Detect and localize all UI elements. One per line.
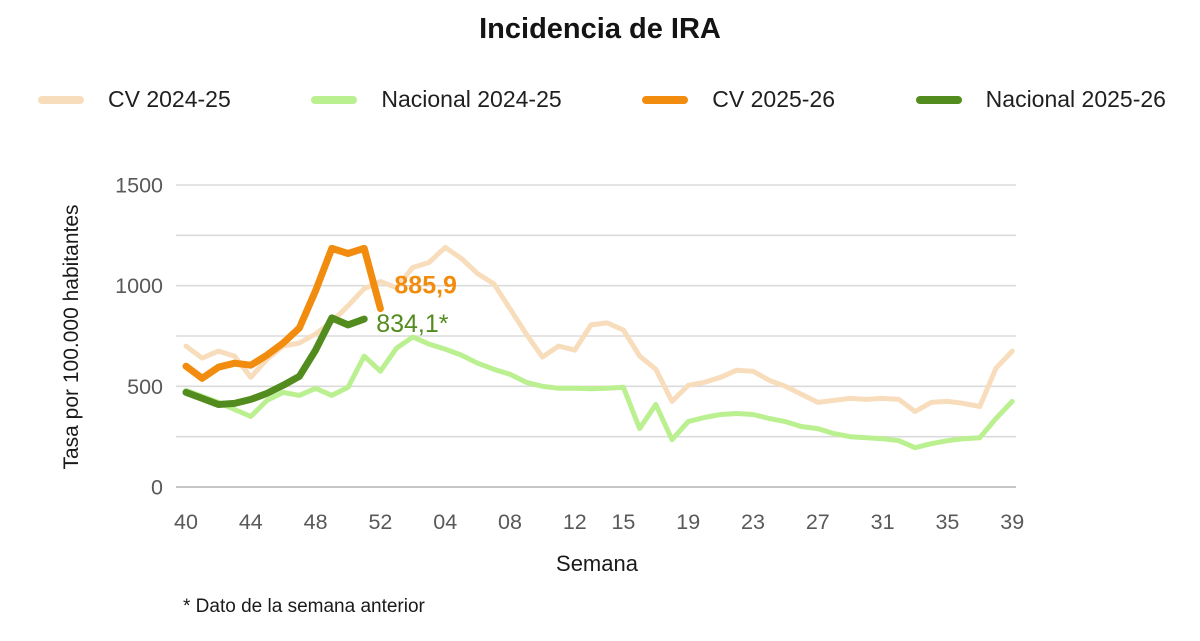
legend-label: CV 2024-25 [108,86,231,112]
x-tick-label: 31 [871,510,895,534]
legend-swatch-nacional-2025-26 [915,95,962,104]
series-line-cv-2025-26 [182,244,384,382]
legend: CV 2024-25 Nacional 2024-25 CV 2025-26 N… [38,86,1166,113]
x-tick-label: 39 [1000,510,1024,534]
x-tick-label: 12 [563,510,587,534]
x-tick-label: 52 [368,510,392,534]
y-tick-label: 1500 [115,174,163,198]
series-line-nacional-2025-26 [182,314,368,408]
x-tick-label: 48 [304,510,328,534]
x-tick-label: 27 [806,510,830,534]
x-tick-label: 44 [239,510,263,534]
x-tick-label: 23 [741,510,765,534]
legend-swatch-cv-2024-25 [38,95,84,104]
legend-item-cv-2025-26: CV 2025-26 [642,86,835,113]
x-tick-label: 40 [174,510,198,534]
data-label-8859: 885,9 [394,272,457,300]
x-tick-label: 08 [498,510,522,534]
footnote: * Dato de la semana anterior [183,596,425,617]
legend-item-cv-2024-25: CV 2024-25 [38,86,231,113]
y-tick-label: 500 [127,375,163,399]
legend-label: CV 2025-26 [712,86,836,112]
legend-label: Nacional 2024-25 [381,86,562,112]
x-tick-label: 04 [433,510,457,534]
legend-item-nacional-2025-26: Nacional 2025-26 [915,86,1166,113]
chart-title: Incidencia de IRA [479,13,721,45]
x-tick-label: 15 [611,510,635,534]
legend-swatch-cv-2025-26 [642,95,689,104]
y-tick-label: 1000 [115,274,163,298]
x-axis-title: Semana [556,551,638,576]
legend-item-nacional-2024-25: Nacional 2024-25 [311,86,562,113]
data-label-8341: 834,1* [376,310,449,338]
legend-swatch-nacional-2024-25 [311,95,358,104]
x-tick-label: 35 [935,510,959,534]
series-line-nacional-2024-25 [183,334,1015,451]
legend-label: Nacional 2025-26 [985,86,1166,112]
x-tick-label: 19 [676,510,700,534]
y-tick-label: 0 [151,476,163,500]
